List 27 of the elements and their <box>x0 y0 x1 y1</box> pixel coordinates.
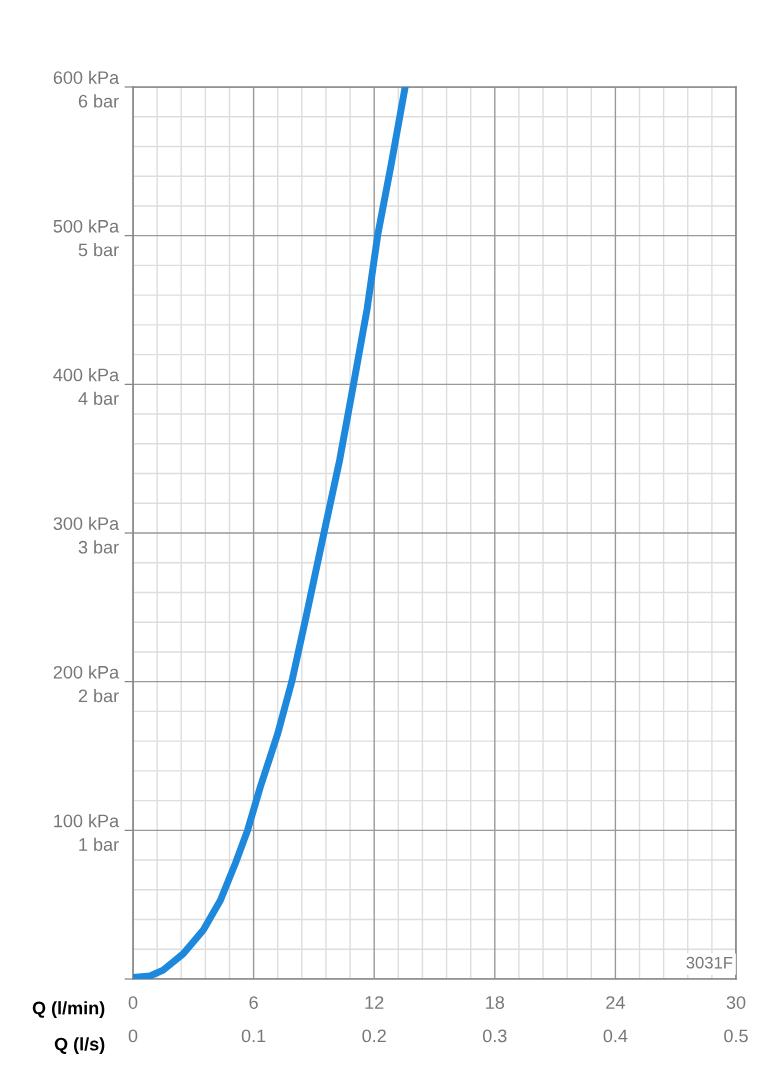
x-tick-label: 24 <box>606 996 625 1009</box>
y-tick-label: 200 kPa <box>53 665 120 679</box>
x-tick-label: 6 <box>249 996 258 1009</box>
y-tick-label: 300 kPa <box>53 516 120 530</box>
x2-tick-label: 0.1 <box>241 1029 266 1043</box>
x2-axis-title: Q (l/s) <box>54 1037 105 1055</box>
x2-tick-label: 0.5 <box>724 1029 748 1043</box>
x-tick-label: 12 <box>365 996 384 1009</box>
y-tick-label: 100 kPa <box>54 814 120 828</box>
y2-tick-label: 3 bar <box>78 540 119 554</box>
x-tick-label: 30 <box>726 996 746 1009</box>
x-tick-label: 18 <box>486 996 505 1009</box>
x2-tick-label: 0 <box>128 1029 138 1043</box>
x2-tick-label: 0.2 <box>362 1029 386 1043</box>
y2-tick-label: 4 bar <box>78 391 119 405</box>
y-tick-label: 500 kPa <box>53 219 120 233</box>
y2-tick-label: 5 bar <box>78 243 119 257</box>
y-tick-label: 400 kPa <box>53 368 120 382</box>
y2-tick-label: 1 bar <box>79 837 119 851</box>
x2-tick-label: 0.3 <box>482 1029 507 1043</box>
x2-tick-label: 0.4 <box>603 1029 628 1043</box>
x-tick-label: 0 <box>128 996 138 1009</box>
y2-tick-label: 2 bar <box>78 689 119 703</box>
y-tick-label: 600 kPa <box>53 70 120 84</box>
annotation: 3031F <box>686 956 733 969</box>
x-axis-title: Q (l/min) <box>32 1001 105 1018</box>
y2-tick-label: 6 bar <box>78 94 119 108</box>
